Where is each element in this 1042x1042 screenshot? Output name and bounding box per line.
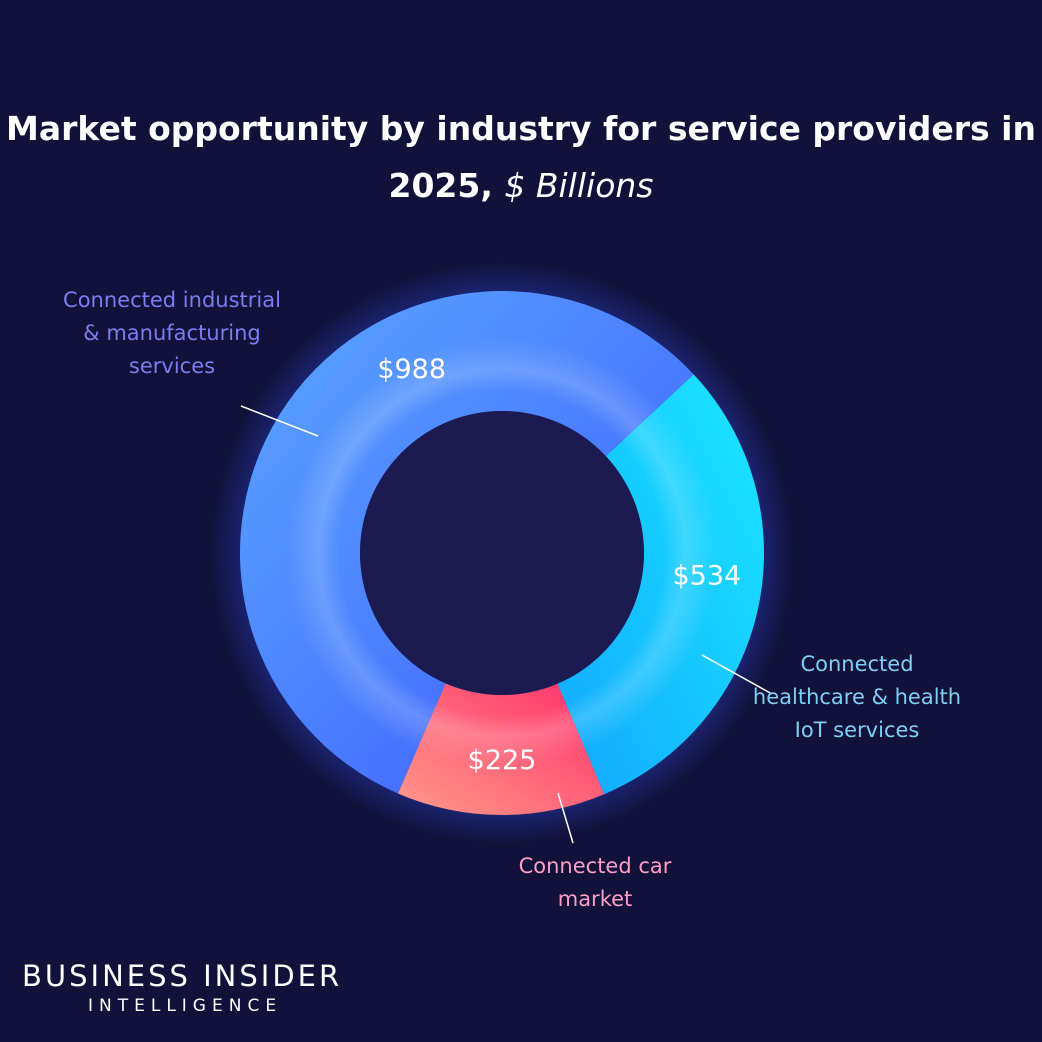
donut-hole <box>360 411 644 695</box>
leader-line-healthcare <box>701 654 773 695</box>
brand-line-2: INTELLIGENCE <box>88 996 283 1016</box>
category-label-car: Connected car market <box>518 854 672 911</box>
value-label-healthcare: $534 <box>673 561 742 592</box>
brand-logo: BUSINESS INSIDER INTELLIGENCE <box>22 958 342 1018</box>
brand-line-1: BUSINESS INSIDER <box>22 959 343 993</box>
leader-lines <box>240 405 773 844</box>
chart-title-unit: $ Billions <box>504 166 654 205</box>
chart-title-main: Market opportunity by industry for servi… <box>6 109 1036 205</box>
leader-line-industrial <box>240 405 319 437</box>
category-label-healthcare: Connected healthcare & health IoT servic… <box>752 652 962 742</box>
chart-title: Market opportunity by industry for servi… <box>0 100 1042 214</box>
value-labels: $988 $534 $225 <box>377 354 741 776</box>
value-label-industrial: $988 <box>377 354 446 385</box>
category-label-industrial: Connected industrial & manufacturing ser… <box>63 288 281 378</box>
value-label-car: $225 <box>468 745 537 776</box>
leader-line-car <box>557 792 574 844</box>
